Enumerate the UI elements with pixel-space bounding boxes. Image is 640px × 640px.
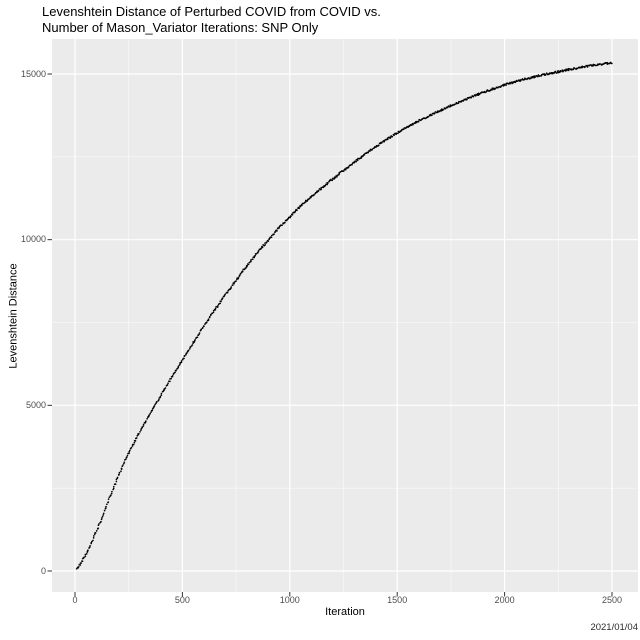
- y-tick-label: 10000: [20, 234, 46, 245]
- x-tick-label: 500: [174, 595, 190, 605]
- caption-date: 2021/01/04: [590, 622, 638, 633]
- x-tick-label: 0: [72, 595, 78, 605]
- x-tick-label: 2000: [494, 595, 515, 605]
- axis-tick-marks: [47, 73, 613, 597]
- data-points: [75, 61, 613, 570]
- x-axis-title: Iteration: [325, 606, 365, 618]
- panel-background: [52, 39, 638, 592]
- y-tick-label: 5000: [25, 399, 46, 410]
- chart-title: Levenshtein Distance of Perturbed COVID …: [42, 4, 381, 36]
- chart-title-line2: Number of Mason_Variator Iterations: SNP…: [42, 20, 319, 35]
- x-tick-label: 2500: [601, 595, 623, 605]
- grid-major: [52, 39, 638, 592]
- y-tick-label: 15000: [20, 68, 46, 79]
- grid-minor: [52, 39, 638, 592]
- x-tick-label: 1500: [387, 595, 408, 605]
- y-axis-title: Levenshtein Distance: [7, 263, 20, 369]
- y-tick-label: 0: [40, 565, 46, 576]
- chart-title-line1: Levenshtein Distance of Perturbed COVID …: [42, 4, 381, 19]
- x-tick-label: 1000: [279, 595, 300, 605]
